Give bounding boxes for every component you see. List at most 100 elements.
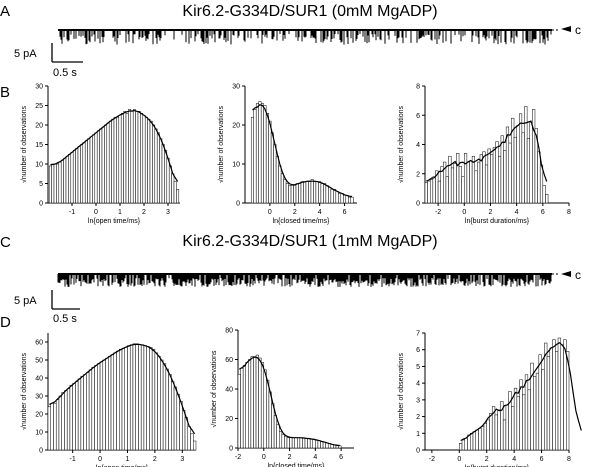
panel-label-d: D <box>0 314 11 331</box>
x-tick-label: 2 <box>288 454 292 461</box>
histogram-bar <box>171 173 175 204</box>
histogram-bar <box>193 440 197 451</box>
trace-bottom-closed-label: c <box>575 268 581 282</box>
histogram-bar <box>176 189 180 204</box>
y-tick-label: 30 <box>232 84 240 91</box>
y-tick-label: 10 <box>232 162 240 169</box>
x-tick-label: 1 <box>118 209 122 216</box>
histogram-bar <box>138 344 142 451</box>
histogram-bar <box>88 369 93 451</box>
histogram-bar <box>323 183 327 204</box>
x-tick-label: -2 <box>429 456 435 463</box>
histogram-bar <box>338 445 342 449</box>
histogram-bar <box>297 437 301 449</box>
histogram-bar <box>255 354 259 449</box>
histogram-bar <box>245 362 249 449</box>
histogram-bar <box>464 438 468 451</box>
histogram-d-open-time: -101230102030405060ln{open time/ms}√numb… <box>20 333 197 467</box>
histogram-bar <box>295 183 299 204</box>
histogram-bar <box>340 193 344 204</box>
y-tick-label: 7 <box>416 331 420 338</box>
histogram-bar <box>307 438 311 449</box>
histogram-bar <box>130 111 134 204</box>
histogram-bar <box>484 164 489 204</box>
x-tick-label: -2 <box>235 454 241 461</box>
histogram-bar <box>479 154 483 204</box>
histogram-bar <box>343 194 347 204</box>
histogram-bar <box>291 437 295 449</box>
histogram-bar <box>173 386 178 451</box>
histogram-bar <box>461 176 465 204</box>
x-tick-label: 6 <box>540 456 544 463</box>
histogram-bar <box>480 426 485 451</box>
histogram-bar <box>240 368 244 449</box>
trace-top-title: Kir6.2-G334D/SUR1 (0mM MgADP) <box>182 3 437 20</box>
histogram-bar <box>549 347 553 451</box>
x-tick-label: -1 <box>70 456 76 463</box>
histogram-bar <box>171 381 175 451</box>
histogram-bar <box>154 128 158 204</box>
x-tick-label: 4 <box>313 454 317 461</box>
x-tick-label: 3 <box>180 456 184 463</box>
histogram-bar <box>424 182 428 204</box>
histogram-bar <box>260 103 264 204</box>
fit-curve <box>252 104 353 198</box>
y-tick-label: 4 <box>416 142 420 149</box>
y-tick-label: 0 <box>39 201 43 208</box>
histogram-bar <box>495 141 499 204</box>
histogram-bar <box>270 132 274 204</box>
fit-curve <box>426 120 548 182</box>
histogram-bar <box>472 431 476 451</box>
histogram-bar <box>159 138 163 204</box>
histogram-bar <box>486 419 490 451</box>
histogram-bar <box>330 189 334 204</box>
trace-bottom-scale-x: 0.5 s <box>53 313 77 325</box>
histogram-bar <box>456 153 460 204</box>
histogram-bar <box>505 404 509 451</box>
histogram-bar <box>546 356 551 451</box>
x-tick-label: -1 <box>69 209 75 216</box>
histogram-bar <box>162 363 167 451</box>
histogram-bar <box>157 356 161 451</box>
histogram-bar <box>445 176 449 204</box>
histogram-b-burst-duration: -2 0 2 4 6 8 0 2 4 6 8 ln{burst duration/ms} √number… <box>397 84 571 226</box>
histogram-bar <box>477 161 481 204</box>
histogram-bar <box>308 181 312 204</box>
histogram-bar <box>458 166 462 204</box>
histogram-bar <box>87 138 91 204</box>
y-tick-label: 0 <box>416 201 420 208</box>
histogram-bar <box>135 111 139 204</box>
histogram-bar <box>348 196 352 204</box>
trace-bottom-title: Kir6.2-G334D/SUR1 (1mM MgADP) <box>182 233 437 250</box>
y-tick-label: 1 <box>416 431 420 438</box>
x-tick-label: 3 <box>166 209 170 216</box>
histogram-bar <box>542 185 546 204</box>
x-axis-label: ln{open time/ms} <box>88 218 141 225</box>
histogram-bar <box>310 179 314 204</box>
trace-top-scale-y: 5 pA <box>14 48 37 60</box>
y-tick-label: 60 <box>225 357 233 364</box>
histogram-bar <box>513 387 518 451</box>
histogram-bar <box>102 359 106 451</box>
y-axis-label: √number of observations <box>20 353 28 430</box>
histogram-bar <box>77 146 81 204</box>
closed-arrow-top-icon <box>561 26 571 32</box>
histogram-bar <box>302 437 306 449</box>
x-tick-label: 2 <box>485 456 489 463</box>
histogram-bar <box>147 118 151 204</box>
histogram-bar <box>527 389 531 451</box>
histogram-bar <box>490 154 494 204</box>
x-axis-label: ln{burst duration/ms} <box>465 465 530 467</box>
x-tick-label: 4 <box>512 456 516 463</box>
histogram-bar <box>118 115 122 204</box>
x-tick-label: 4 <box>318 209 322 216</box>
histogram-bar <box>187 426 191 451</box>
histogram-bar <box>260 362 265 449</box>
y-tick-label: 30 <box>35 84 43 91</box>
histogram-bar <box>248 359 252 449</box>
histogram-bar <box>273 144 277 204</box>
histogram-bar <box>521 132 525 204</box>
histogram-bar <box>350 196 354 204</box>
y-tick-label: 5 <box>39 181 43 188</box>
